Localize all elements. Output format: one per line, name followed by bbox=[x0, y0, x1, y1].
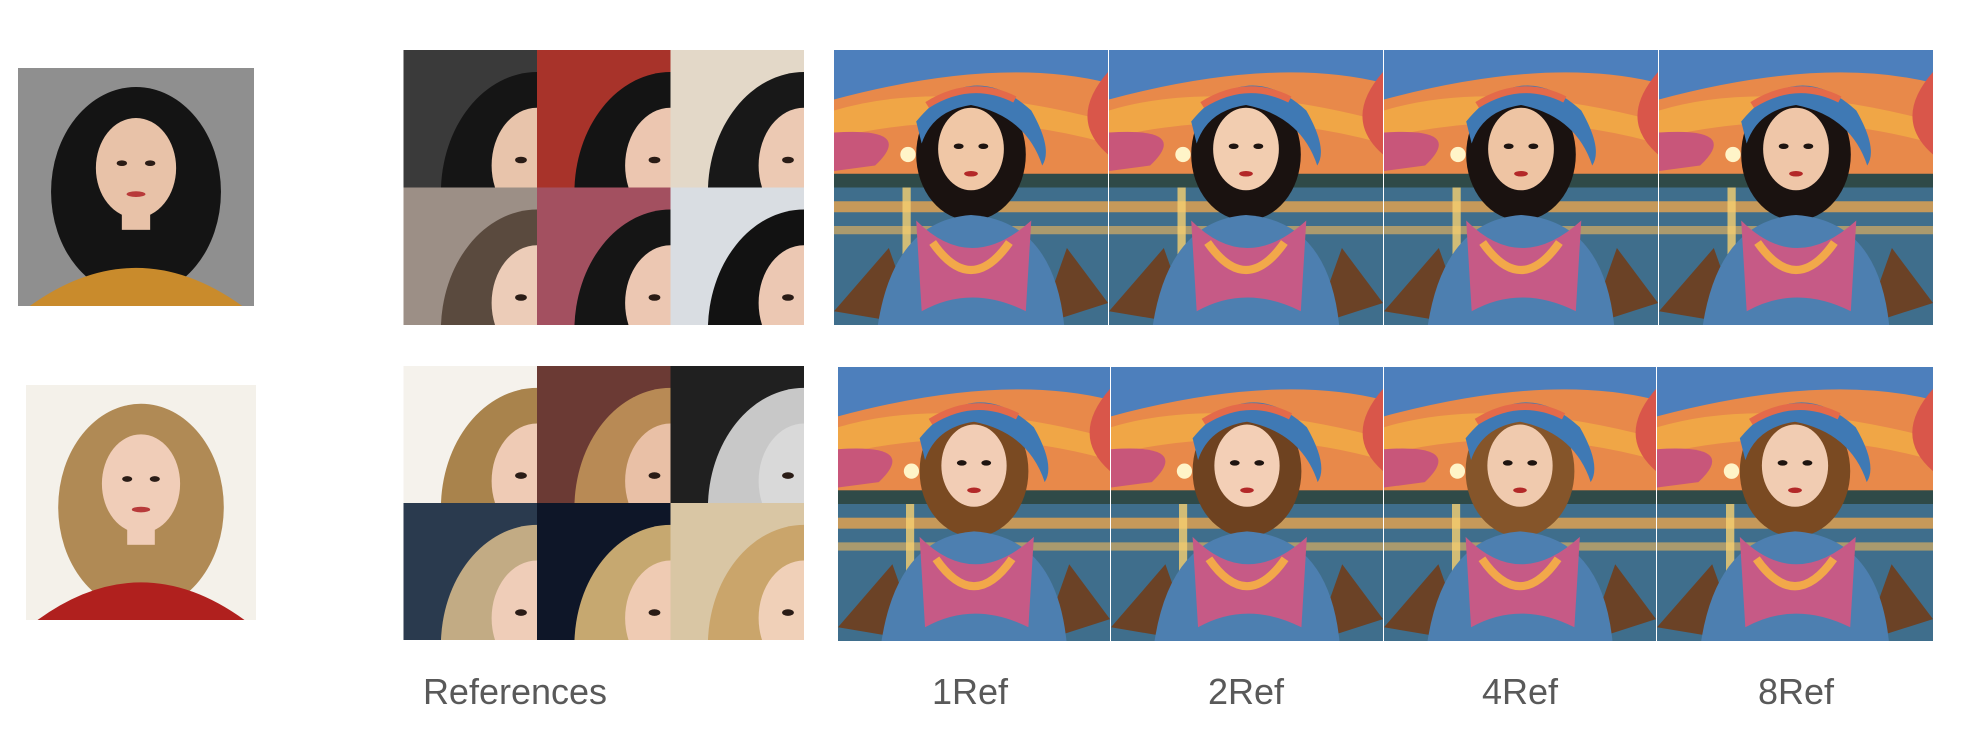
row-2-reference-grid bbox=[270, 366, 804, 640]
row-1-result-1ref bbox=[834, 50, 1108, 325]
caption-4ref: 4Ref bbox=[1481, 671, 1559, 712]
caption-8ref: 8Ref bbox=[1757, 671, 1835, 712]
row-2-result-4ref bbox=[1384, 367, 1656, 641]
caption-2ref: 2Ref bbox=[1207, 671, 1285, 712]
row-2-result-8ref bbox=[1657, 367, 1933, 641]
row-1-result-8ref bbox=[1659, 50, 1933, 325]
row-2-result-1ref bbox=[838, 367, 1110, 641]
row-1-result-2ref bbox=[1109, 50, 1383, 325]
caption-1ref: 1Ref bbox=[931, 671, 1009, 712]
row-1-input-photo bbox=[18, 68, 254, 306]
row-1-result-4ref bbox=[1384, 50, 1658, 325]
row-2-result-2ref bbox=[1111, 367, 1383, 641]
row-2-input-photo bbox=[26, 385, 256, 620]
caption-references: References bbox=[422, 671, 608, 712]
row-1-reference-grid bbox=[270, 50, 804, 325]
